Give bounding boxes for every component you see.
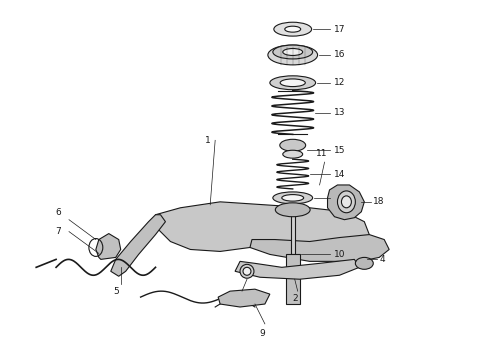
Text: 17: 17 (334, 25, 345, 34)
Ellipse shape (275, 203, 310, 217)
Polygon shape (155, 202, 369, 251)
Ellipse shape (243, 267, 251, 275)
Ellipse shape (240, 264, 254, 278)
Bar (291, 213, 294, 254)
Text: 3: 3 (237, 294, 243, 303)
Ellipse shape (280, 139, 306, 151)
Bar (286, 254, 300, 304)
Text: 6: 6 (55, 208, 61, 217)
Text: 4: 4 (379, 255, 385, 264)
Text: 11: 11 (316, 149, 327, 158)
Polygon shape (218, 289, 270, 307)
Ellipse shape (268, 45, 318, 65)
Ellipse shape (283, 49, 303, 55)
Ellipse shape (338, 191, 355, 213)
Text: 9: 9 (259, 329, 265, 338)
Text: 10: 10 (334, 250, 345, 259)
Polygon shape (235, 260, 359, 279)
Text: 7: 7 (55, 227, 61, 236)
Text: 5: 5 (113, 287, 119, 296)
Text: 12: 12 (334, 78, 345, 87)
Ellipse shape (280, 79, 305, 86)
Text: 14: 14 (334, 170, 345, 179)
Text: 16: 16 (334, 50, 345, 59)
Text: 12: 12 (334, 193, 345, 202)
Ellipse shape (270, 76, 316, 90)
Ellipse shape (274, 22, 312, 36)
Ellipse shape (282, 195, 304, 201)
Ellipse shape (273, 45, 313, 59)
Ellipse shape (273, 192, 313, 204)
Text: 2: 2 (292, 294, 297, 303)
Polygon shape (96, 234, 121, 260)
Text: 15: 15 (334, 146, 345, 155)
Ellipse shape (283, 150, 303, 158)
Ellipse shape (285, 26, 301, 32)
Polygon shape (111, 215, 166, 276)
Text: 18: 18 (373, 197, 385, 206)
Polygon shape (250, 235, 389, 261)
Polygon shape (327, 185, 365, 220)
Text: 13: 13 (334, 108, 345, 117)
Text: 1: 1 (205, 136, 211, 145)
Ellipse shape (355, 257, 373, 269)
Ellipse shape (342, 196, 351, 208)
